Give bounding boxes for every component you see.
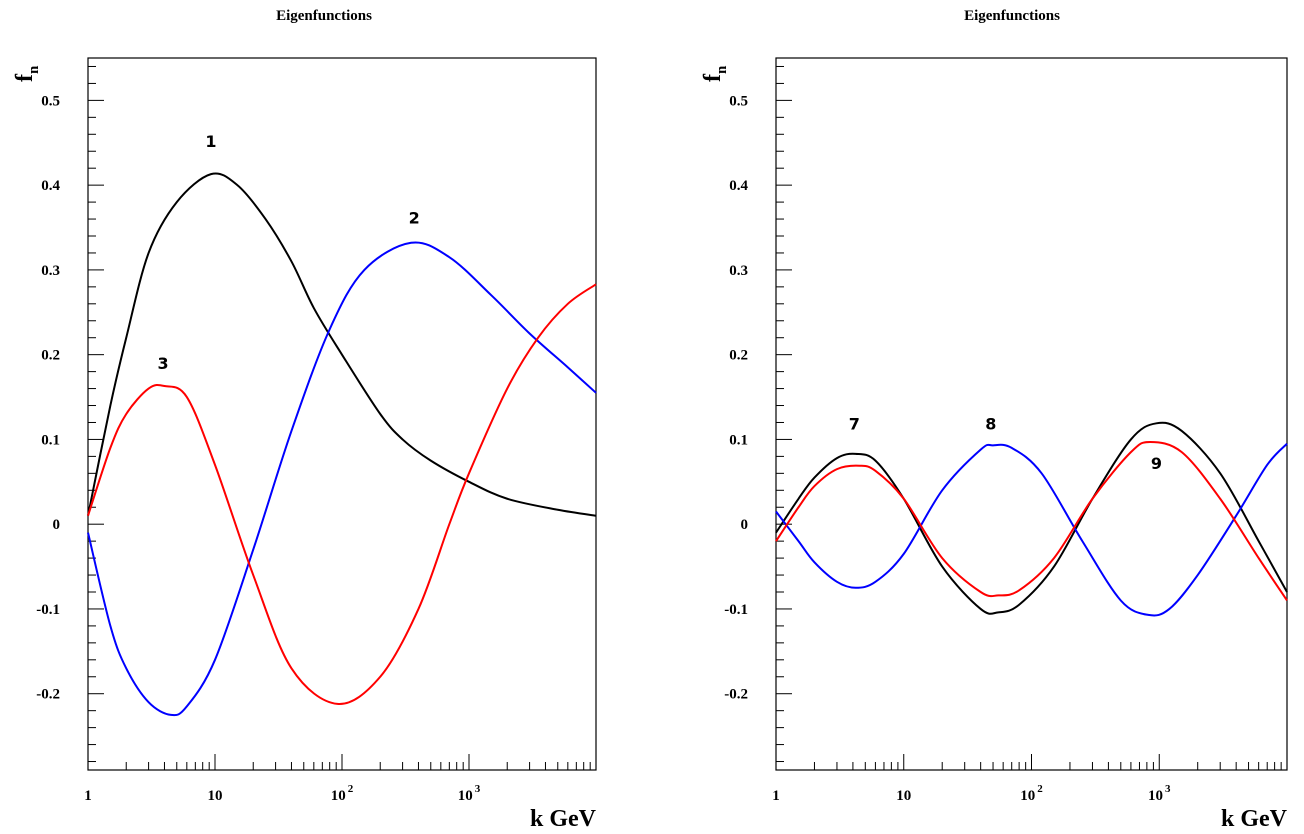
x-tick-label: 1 — [772, 788, 780, 804]
y-tick-label: 0.2 — [729, 348, 748, 364]
y-axis-subscript: n — [26, 65, 42, 74]
x-tick-base: 10 — [1020, 788, 1035, 804]
y-tick-label: 0.3 — [729, 263, 748, 279]
y-tick-label: -0.2 — [724, 687, 748, 703]
curve-label: 3 — [157, 354, 168, 373]
y-tick-label: 0 — [741, 517, 749, 533]
y-tick-label: -0.1 — [724, 602, 748, 618]
curve-label: 2 — [409, 208, 420, 227]
series-line-8 — [775, 442, 1288, 617]
y-tick-label: -0.1 — [36, 602, 60, 618]
x-axis-title: k GeV — [1221, 806, 1288, 832]
y-tick-label: 0.2 — [41, 348, 60, 364]
y-tick-label: -0.2 — [36, 687, 60, 703]
curve-label: 1 — [205, 132, 216, 151]
series-line-1 — [87, 172, 597, 517]
y-axis-title: fn — [12, 65, 42, 82]
curve-label: 7 — [849, 414, 860, 433]
x-tick-label: 10 3 — [458, 783, 481, 804]
y-tick-label: 0.5 — [41, 93, 60, 109]
chart-panel-right: Eigenfunctions -0.2 -0.1 0 0.1 0.2 0.3 0.4 0.5 1 1… — [700, 8, 1288, 832]
y-tick-label: 0.1 — [41, 432, 60, 448]
series-line-3 — [87, 283, 597, 705]
x-tick-base: 10 — [1148, 788, 1163, 804]
x-tick-exponent: 2 — [348, 783, 354, 795]
x-tick-exponent: 3 — [475, 783, 481, 795]
x-axis-title: k GeV — [530, 806, 597, 832]
curve-label: 9 — [1151, 454, 1162, 473]
x-tick-exponent: 3 — [1165, 783, 1171, 795]
chart-panel-left: Eigenfunctions -0.2 -0.1 0 0.1 0.2 0.3 0.4 0.5 1 1… — [12, 8, 597, 832]
x-tick-base: 10 — [458, 788, 473, 804]
x-tick-base: 1 — [84, 788, 92, 804]
x-tick-base: 10 — [896, 788, 911, 804]
y-tick-label: 0.4 — [729, 178, 748, 194]
y-tick-label: 0 — [53, 517, 61, 533]
series-line-9 — [775, 440, 1288, 602]
x-tick-base: 1 — [772, 788, 780, 804]
x-tick-label: 10 — [208, 788, 223, 804]
x-tick-base: 10 — [331, 788, 346, 804]
curve-label: 8 — [985, 414, 996, 433]
y-axis-subscript: n — [714, 65, 730, 74]
x-tick-label: 10 2 — [1020, 783, 1043, 804]
y-tick-label: 0.5 — [729, 93, 748, 109]
y-tick-label: 0.4 — [41, 178, 60, 194]
y-axis-symbol: f — [700, 73, 726, 82]
x-tick-exponent: 2 — [1037, 783, 1043, 795]
y-tick-label: 0.1 — [729, 432, 748, 448]
x-tick-label: 10 2 — [331, 783, 354, 804]
plot-frame — [87, 57, 597, 771]
x-tick-base: 10 — [208, 788, 223, 804]
x-tick-label: 10 — [896, 788, 911, 804]
series-line-2 — [87, 241, 597, 717]
y-axis-title: fn — [700, 65, 730, 82]
y-axis-symbol: f — [12, 73, 38, 82]
series-line-7 — [775, 421, 1288, 615]
x-tick-label: 1 — [84, 788, 92, 804]
chart-title: Eigenfunctions — [276, 8, 372, 24]
x-tick-label: 10 3 — [1148, 783, 1171, 804]
chart-title: Eigenfunctions — [964, 8, 1060, 24]
y-tick-label: 0.3 — [41, 263, 60, 279]
